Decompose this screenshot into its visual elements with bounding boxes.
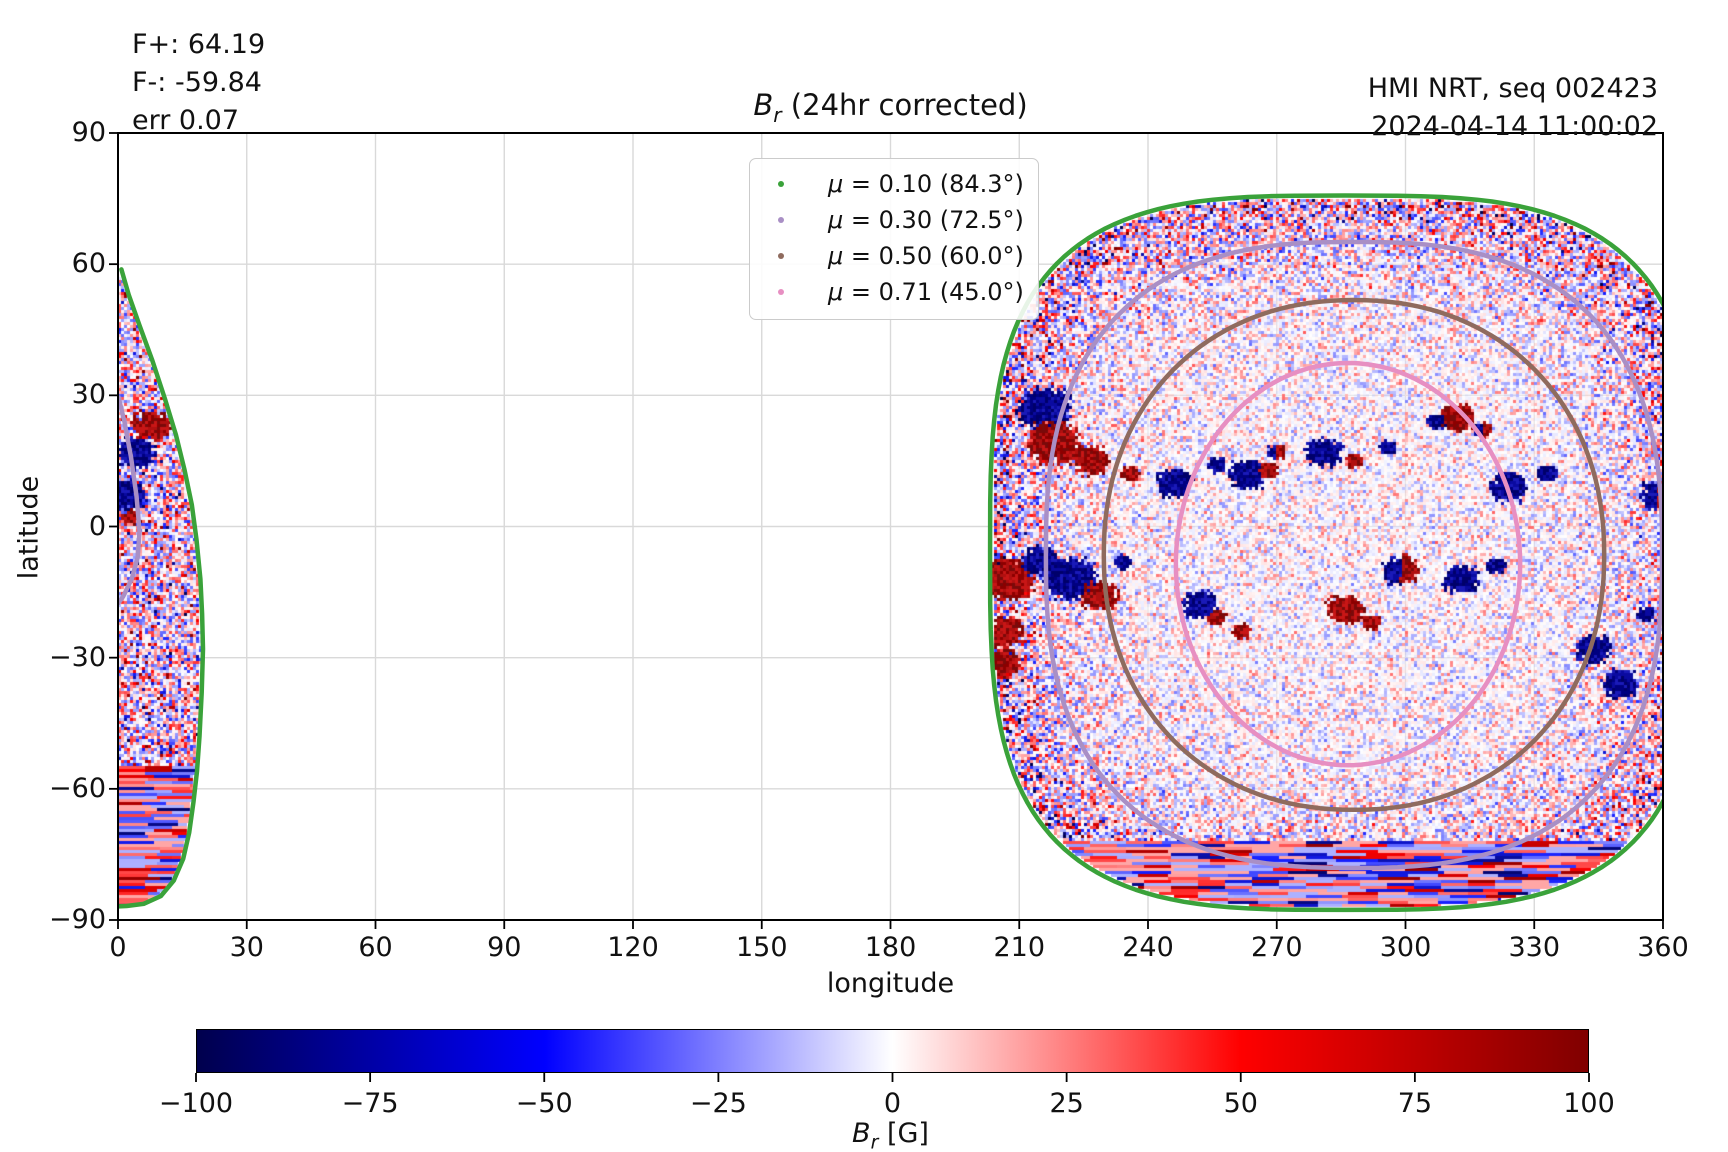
legend-entry: μ = 0.71 (45.0°): [750, 274, 1038, 310]
colorbar: [196, 1029, 1589, 1073]
legend-entry-text: = 0.71 (45.0°): [843, 278, 1024, 306]
x-tick-label: 330: [1508, 932, 1561, 963]
colorbar-tick-label: 0: [883, 1088, 902, 1119]
y-tick-label: −60: [49, 772, 106, 804]
x-tick-label: 30: [229, 932, 264, 963]
x-tick-label: 120: [607, 932, 659, 963]
legend-marker-dot: [778, 181, 784, 187]
observation-annotation: HMI NRT, seq 002423 2024-04-14 11:00:02: [1368, 70, 1658, 146]
legend-entry-text: = 0.30 (72.5°): [843, 206, 1024, 234]
colorbar-label-symbol: B: [852, 1118, 871, 1149]
colorbar-tick-label: 50: [1223, 1088, 1258, 1119]
x-tick-label: 210: [993, 932, 1046, 963]
colorbar-tick-label: 75: [1397, 1088, 1433, 1119]
x-tick-label: 270: [1250, 932, 1303, 963]
mu-symbol: μ: [828, 242, 844, 270]
timestamp-text: 2024-04-14 11:00:02: [1371, 111, 1658, 142]
mu-contour-0.1-wrapped: [118, 267, 206, 909]
colorbar-tick-label: 25: [1049, 1088, 1084, 1119]
mu-contour-0.71: [1173, 360, 1523, 768]
x-tick-label: 90: [487, 932, 522, 963]
legend-entry-label: μ = 0.71 (45.0°): [828, 278, 1024, 306]
y-tick-label: 60: [71, 248, 106, 280]
legend-entry-label: μ = 0.30 (72.5°): [828, 206, 1024, 234]
x-tick-label: 150: [735, 932, 788, 963]
legend-entry: μ = 0.50 (60.0°): [750, 238, 1038, 274]
y-tick-label: 90: [71, 117, 106, 148]
mu-contour-legend: μ = 0.10 (84.3°) μ = 0.30 (72.5°) μ = 0.50…: [749, 158, 1039, 320]
x-tick-label: 240: [1122, 932, 1174, 963]
colorbar-label: Br [G]: [118, 1118, 1663, 1152]
x-tick-label: 60: [358, 932, 393, 963]
flux-positive-text: F+: 64.19: [132, 29, 266, 60]
colorbar-label-rest: [G]: [878, 1118, 929, 1149]
y-tick-label: −90: [49, 904, 106, 935]
flux-annotation: F+: 64.19 F-: -59.84 err 0.07: [132, 26, 265, 140]
title-symbol: B: [753, 88, 774, 122]
mu-contour-0.3: [1043, 239, 1663, 871]
x-tick-label: 300: [1379, 932, 1432, 963]
legend-entry-label: μ = 0.50 (60.0°): [828, 242, 1024, 270]
x-tick-label: 0: [109, 932, 127, 963]
y-tick-label: 30: [71, 379, 106, 411]
colorbar-tick-label: −50: [515, 1088, 573, 1119]
mu-symbol: μ: [828, 170, 844, 198]
legend-marker-dot: [778, 253, 784, 259]
legend-marker-dot: [778, 217, 784, 223]
x-axis-label: longitude: [826, 968, 955, 999]
legend-entry: μ = 0.10 (84.3°): [750, 166, 1038, 202]
x-tick-label: 180: [864, 932, 917, 963]
legend-marker-dot: [778, 289, 784, 295]
y-tick-label: 0: [88, 510, 106, 542]
legend-entry-text: = 0.10 (84.3°): [843, 170, 1024, 198]
title-subscript: r: [773, 102, 782, 127]
x-tick-label: 360: [1637, 932, 1689, 963]
plot-title: Br (24hr corrected): [118, 88, 1663, 127]
flux-negative-text: F-: -59.84: [132, 67, 262, 98]
colorbar-label-sub: r: [870, 1131, 879, 1152]
mu-contour-0.3-wrapped: [118, 395, 142, 606]
instrument-text: HMI NRT, seq 002423: [1367, 73, 1658, 104]
legend-entry-text: = 0.50 (60.0°): [843, 242, 1024, 270]
title-rest: (24hr corrected): [781, 88, 1028, 122]
mu-contour-0.5: [1101, 297, 1607, 813]
colorbar-tick-label: 100: [1563, 1088, 1615, 1119]
mu-symbol: μ: [828, 206, 844, 234]
mu-contour-0.1: [987, 193, 1663, 913]
colorbar-tick-label: −75: [341, 1088, 399, 1119]
flux-error-text: err 0.07: [132, 105, 240, 136]
colorbar-tick-label: −25: [689, 1088, 747, 1119]
legend-entry: μ = 0.30 (72.5°): [750, 202, 1038, 238]
mu-symbol: μ: [828, 278, 844, 306]
colorbar-tick-label: −100: [158, 1088, 234, 1119]
legend-entry-label: μ = 0.10 (84.3°): [828, 170, 1024, 198]
y-tick-label: −30: [49, 641, 106, 673]
